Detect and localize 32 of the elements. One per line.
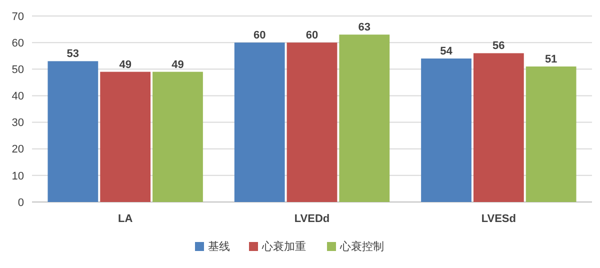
y-tick-label: 50 [12,64,24,76]
data-label: 53 [66,48,80,60]
bar [473,53,524,202]
bar [152,72,203,202]
bar [526,66,576,202]
data-label: 56 [492,40,505,52]
y-tick-label: 70 [12,10,24,23]
bar [100,72,151,202]
y-tick-label: 30 [12,117,24,130]
y-tick-label: 60 [12,37,24,50]
data-label: 49 [119,58,132,71]
bar [48,61,98,202]
bar [421,58,472,202]
data-label: 63 [358,22,371,34]
x-tick-label: LVESd [481,213,516,225]
y-tick-label: 10 [12,170,24,182]
bar [286,42,338,202]
bar [234,42,285,202]
data-label: 49 [172,58,184,71]
data-label: 51 [544,53,558,66]
y-tick-label: 20 [12,144,24,156]
legend-label: 心衰加重 [261,240,306,253]
data-label: 60 [306,30,318,42]
legend-label: 心衰控制 [339,240,384,253]
y-tick-label: 0 [18,196,24,209]
legend-label: 基线 [208,240,230,253]
x-tick-label: LA [118,213,133,225]
data-label: 54 [440,46,454,58]
y-tick-label: 40 [12,90,24,103]
x-tick-label: LVEDd [294,213,330,225]
data-label: 60 [253,30,266,42]
bar [339,34,390,202]
